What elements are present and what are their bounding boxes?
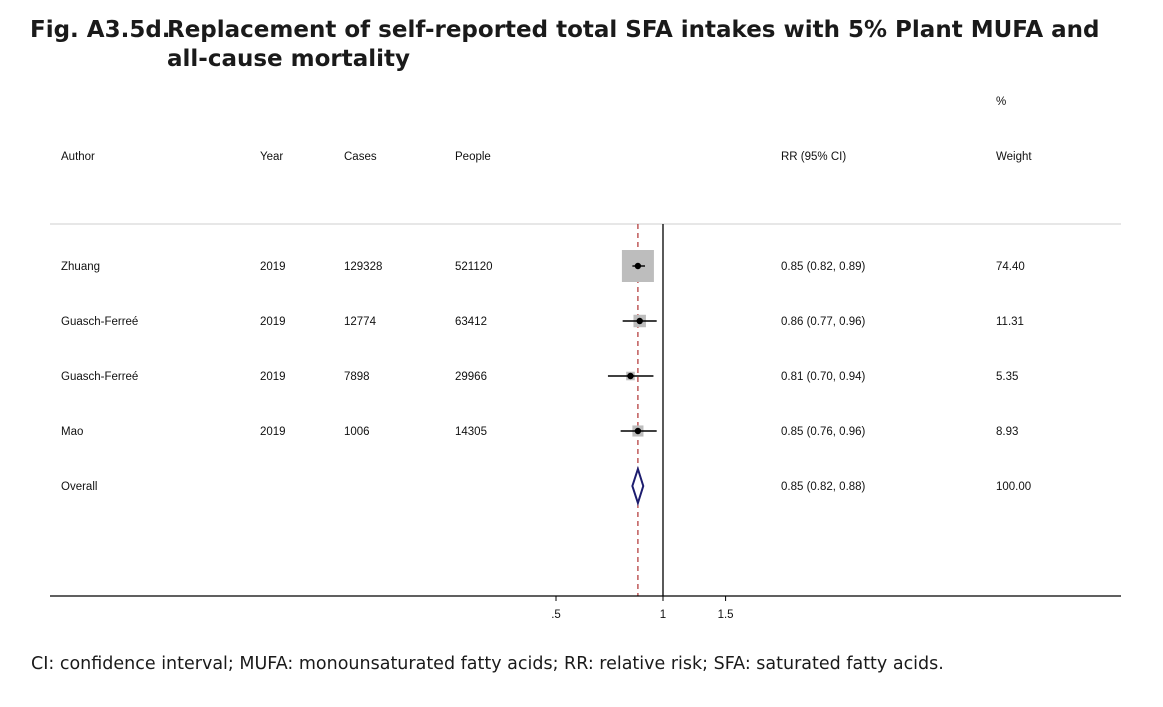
row-year: 2019 [260,426,286,438]
row-author: Guasch-Ferreé [61,371,138,383]
row-cases: 12774 [344,316,377,328]
row-weight: 74.40 [996,261,1025,273]
overall-diamond [631,465,645,507]
header-weight-percent: % [996,96,1006,108]
row-weight: 5.35 [996,371,1018,383]
figure-number: Fig. A3.5d. [30,17,171,43]
plot-rows: Zhuang 2019 129328 521120 0.85 (0.82, 0.89) 7… [61,261,1031,493]
footnote: CI: confidence interval; MUFA: monounsat… [31,654,944,674]
row-people: 63412 [455,316,487,328]
row-year: 2019 [260,316,286,328]
row-cases: 1006 [344,426,370,438]
point-estimate [634,427,642,435]
row-weight: 11.31 [996,316,1024,328]
row-people: 14305 [455,426,487,438]
row-author: Mao [61,426,83,438]
row-rr: 0.86 (0.77, 0.96) [781,316,866,328]
row-weight: 8.93 [996,426,1018,438]
row-rr: 0.85 (0.76, 0.96) [781,426,866,438]
point-estimate [627,372,634,380]
header-people: People [455,151,491,163]
x-tick-label: 1.5 [718,609,734,621]
row-year: 2019 [260,371,286,383]
row-cases: 7898 [344,371,370,383]
overall-weight: 100.00 [996,481,1031,493]
figure-title-text: Replacement of self-reported total SFA i… [167,17,1100,72]
row-author: Zhuang [61,261,100,273]
header-cases: Cases [344,151,377,163]
row-author: Guasch-Ferreé [61,316,138,328]
row-cases: 129328 [344,261,382,273]
row-people: 521120 [455,261,493,273]
header-year: Year [260,151,283,163]
overall-label: Overall [61,481,97,493]
x-tick-label: .5 [551,609,561,621]
header-rr: RR (95% CI) [781,151,846,163]
header-author: Author [61,151,95,163]
row-year: 2019 [260,261,286,273]
x-axis-ticks: .5 1 1.5 [551,596,734,621]
row-people: 29966 [455,371,487,383]
point-estimate [636,317,643,325]
x-tick-label: 1 [660,609,666,621]
header-weight: Weight [996,151,1032,163]
plot-marks [607,224,664,596]
overall-rr: 0.85 (0.82, 0.88) [781,481,866,493]
point-estimate [634,262,642,270]
row-rr: 0.85 (0.82, 0.89) [781,261,866,273]
row-rr: 0.81 (0.70, 0.94) [781,371,866,383]
